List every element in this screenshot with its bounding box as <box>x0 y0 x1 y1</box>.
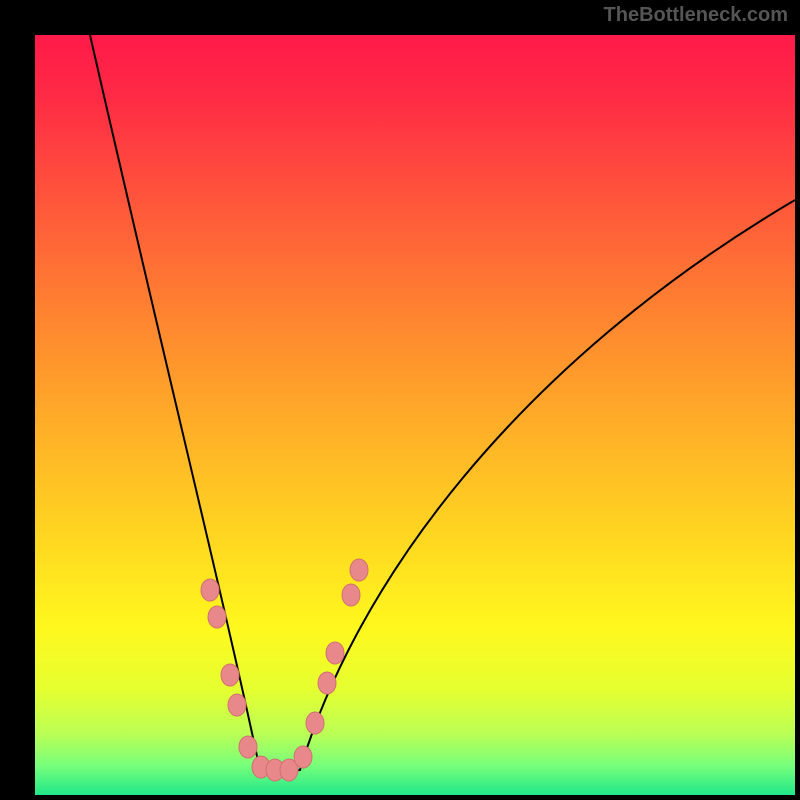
data-marker <box>294 746 312 768</box>
data-marker <box>318 672 336 694</box>
chart-plot-area <box>35 35 795 795</box>
data-marker <box>208 606 226 628</box>
data-marker <box>326 642 344 664</box>
data-marker <box>239 736 257 758</box>
data-marker <box>201 579 219 601</box>
data-marker <box>221 664 239 686</box>
data-marker <box>306 712 324 734</box>
gradient-background <box>35 35 795 795</box>
data-marker <box>350 559 368 581</box>
chart-container: TheBottleneck.com <box>0 0 800 800</box>
watermark-text: TheBottleneck.com <box>604 4 788 27</box>
data-marker <box>342 584 360 606</box>
chart-svg <box>35 35 795 795</box>
data-marker <box>228 694 246 716</box>
